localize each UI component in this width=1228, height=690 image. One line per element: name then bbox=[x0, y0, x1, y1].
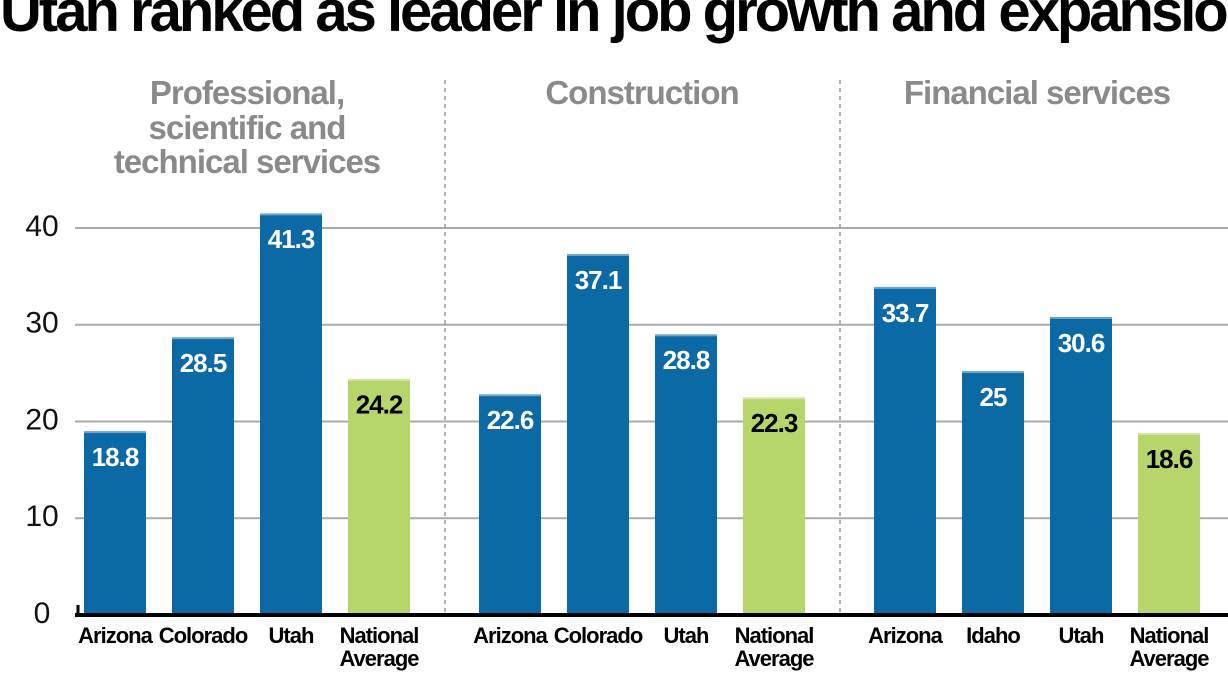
bar-cap bbox=[567, 254, 629, 258]
x-tick-label: Utah bbox=[1058, 623, 1105, 648]
value-label: 30.6 bbox=[1058, 328, 1105, 358]
x-tick-label: National Average bbox=[339, 623, 419, 672]
group-title: Financial services bbox=[903, 74, 1171, 111]
chart-title: Utah ranked as leader in job growth and … bbox=[0, 0, 1228, 44]
x-tick-label: Colorado bbox=[553, 623, 644, 648]
group-title: Professional, scientific and technical s… bbox=[113, 74, 381, 181]
bar bbox=[479, 396, 541, 615]
x-tick-label: Idaho bbox=[966, 623, 1021, 648]
y-tick-label: 0 bbox=[34, 597, 51, 630]
bar-cap bbox=[962, 371, 1024, 375]
bar-cap bbox=[874, 286, 936, 290]
bar bbox=[1050, 318, 1112, 615]
bar-cap bbox=[743, 397, 805, 401]
value-label: 18.6 bbox=[1146, 444, 1193, 474]
bar bbox=[348, 380, 410, 615]
y-tick-label: 40 bbox=[25, 210, 58, 243]
x-tick-label: Arizona bbox=[868, 623, 943, 648]
bar-cap bbox=[348, 378, 410, 382]
bar-cap bbox=[655, 334, 717, 338]
value-label: 28.5 bbox=[180, 348, 227, 378]
bar bbox=[172, 339, 234, 615]
value-label: 18.8 bbox=[92, 442, 139, 472]
bar bbox=[743, 399, 805, 615]
x-tick-label: Utah bbox=[663, 623, 710, 648]
y-tick-label: 10 bbox=[25, 500, 58, 533]
x-tick-label: National Average bbox=[1129, 623, 1209, 672]
bar-cap bbox=[1050, 316, 1112, 320]
bar bbox=[567, 256, 629, 615]
bar-cap bbox=[479, 394, 541, 398]
x-tick-label: Utah bbox=[268, 623, 315, 648]
y-tick-label: 30 bbox=[25, 307, 58, 340]
value-label: 37.1 bbox=[575, 265, 622, 295]
value-label: 24.2 bbox=[356, 390, 403, 420]
bar bbox=[962, 373, 1024, 615]
bar bbox=[1138, 435, 1200, 615]
value-label: 41.3 bbox=[268, 224, 315, 254]
bar bbox=[655, 336, 717, 615]
value-label: 22.6 bbox=[487, 405, 534, 435]
bar-cap bbox=[260, 213, 322, 217]
value-label: 33.7 bbox=[882, 298, 929, 328]
bar-cap bbox=[84, 431, 146, 435]
x-tick-label: Arizona bbox=[473, 623, 548, 648]
value-label: 22.3 bbox=[751, 408, 798, 438]
group-title: Construction bbox=[545, 74, 739, 111]
y-tick-label: 20 bbox=[25, 403, 58, 436]
bar bbox=[84, 433, 146, 615]
value-label: 25 bbox=[980, 382, 1007, 412]
bar bbox=[260, 215, 322, 615]
bar bbox=[874, 288, 936, 615]
bar-cap bbox=[1138, 433, 1200, 437]
x-tick-label: National Average bbox=[734, 623, 814, 672]
x-tick-label: Arizona bbox=[78, 623, 153, 648]
value-label: 28.8 bbox=[663, 345, 710, 375]
bar-cap bbox=[172, 337, 234, 341]
x-tick-label: Colorado bbox=[158, 623, 249, 648]
